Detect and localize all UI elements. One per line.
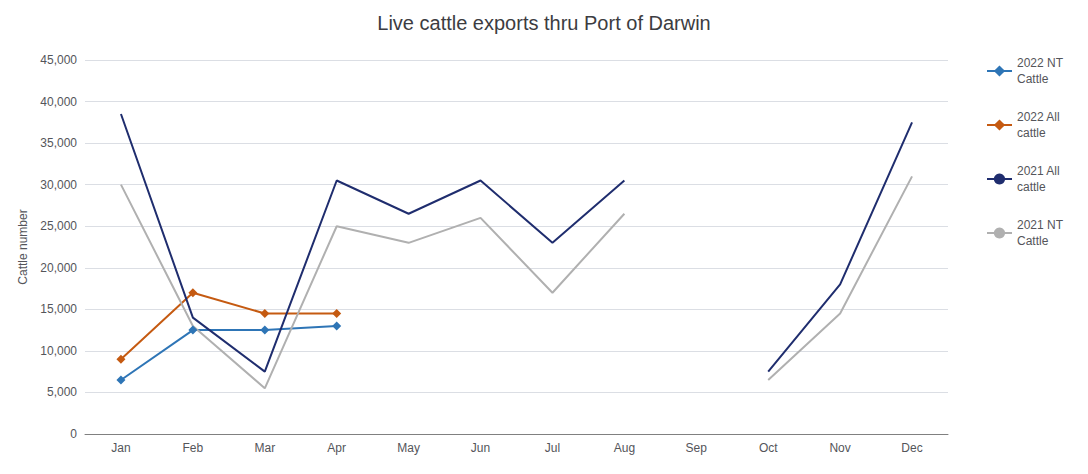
svg-text:Oct: Oct xyxy=(759,441,778,455)
svg-text:Jul: Jul xyxy=(545,441,560,455)
svg-text:Live cattle exports thru Port: Live cattle exports thru Port of Darwin xyxy=(377,12,710,34)
svg-text:Aug: Aug xyxy=(614,441,635,455)
svg-text:Cattle: Cattle xyxy=(1017,72,1049,86)
svg-text:Dec: Dec xyxy=(901,441,922,455)
svg-text:2022 All: 2022 All xyxy=(1017,110,1060,124)
svg-text:2021 NT: 2021 NT xyxy=(1017,218,1064,232)
svg-text:Jun: Jun xyxy=(471,441,490,455)
svg-text:Sep: Sep xyxy=(686,441,708,455)
svg-text:cattle: cattle xyxy=(1017,180,1046,194)
svg-text:25,000: 25,000 xyxy=(40,219,77,233)
svg-text:20,000: 20,000 xyxy=(40,261,77,275)
svg-text:cattle: cattle xyxy=(1017,126,1046,140)
svg-text:Nov: Nov xyxy=(829,441,850,455)
svg-text:Cattle number: Cattle number xyxy=(16,209,30,284)
svg-text:30,000: 30,000 xyxy=(40,178,77,192)
svg-text:2022 NT: 2022 NT xyxy=(1017,56,1064,70)
svg-text:Cattle: Cattle xyxy=(1017,234,1049,248)
svg-text:15,000: 15,000 xyxy=(40,302,77,316)
svg-text:10,000: 10,000 xyxy=(40,344,77,358)
svg-text:Feb: Feb xyxy=(183,441,204,455)
svg-text:Apr: Apr xyxy=(327,441,346,455)
svg-text:45,000: 45,000 xyxy=(40,53,77,67)
svg-text:0: 0 xyxy=(70,427,77,441)
svg-text:Mar: Mar xyxy=(254,441,275,455)
svg-text:May: May xyxy=(397,441,420,455)
svg-text:40,000: 40,000 xyxy=(40,95,77,109)
svg-text:2021 All: 2021 All xyxy=(1017,164,1060,178)
svg-text:35,000: 35,000 xyxy=(40,136,77,150)
svg-text:5,000: 5,000 xyxy=(47,385,77,399)
svg-text:Jan: Jan xyxy=(111,441,130,455)
